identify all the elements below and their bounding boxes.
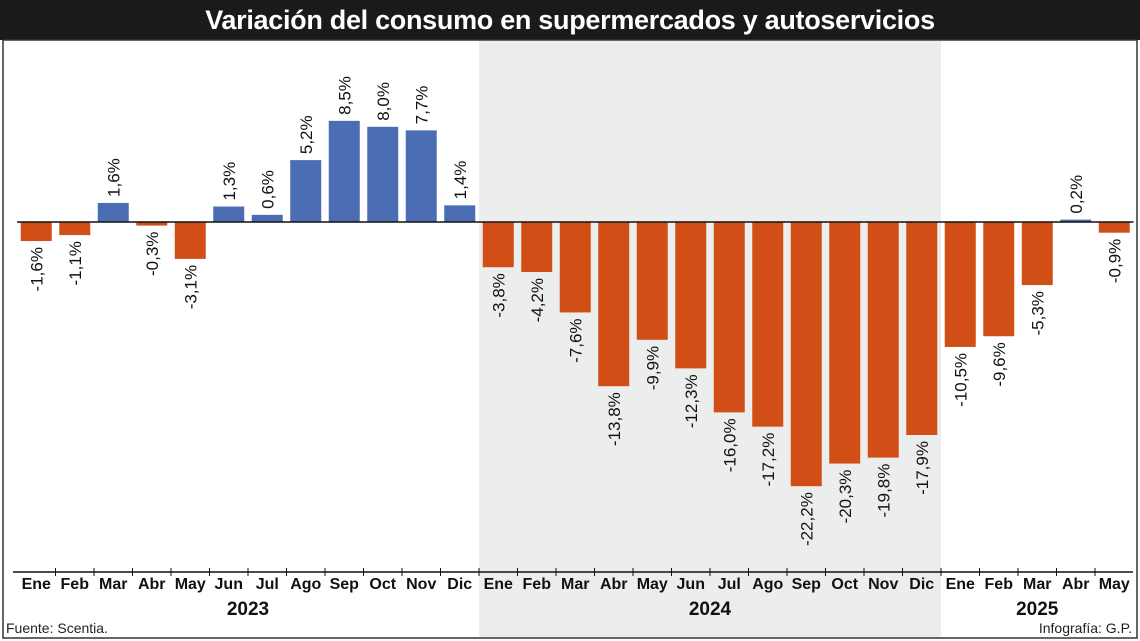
bar bbox=[598, 222, 630, 387]
bar bbox=[328, 120, 360, 222]
month-tick-label: Nov bbox=[868, 576, 898, 593]
data-label: 8,5% bbox=[335, 76, 354, 115]
data-label: -17,9% bbox=[913, 441, 932, 495]
bar bbox=[59, 222, 91, 236]
month-tick-label: Dic bbox=[447, 576, 472, 593]
data-label: -1,1% bbox=[66, 241, 85, 285]
bar bbox=[97, 202, 129, 222]
bar bbox=[1098, 222, 1130, 233]
month-tick-label: Jun bbox=[677, 576, 705, 593]
bar bbox=[983, 222, 1015, 337]
data-label: -12,3% bbox=[682, 374, 701, 428]
data-label: 1,3% bbox=[220, 162, 239, 201]
data-label: -0,9% bbox=[1105, 239, 1124, 283]
bar bbox=[482, 222, 514, 268]
bar bbox=[675, 222, 707, 369]
month-tick-label: Sep bbox=[792, 576, 822, 593]
bar bbox=[290, 160, 322, 222]
month-tick-label: Ene bbox=[22, 576, 51, 593]
bar bbox=[867, 222, 899, 458]
month-tick-label: Oct bbox=[831, 576, 858, 593]
data-label: -4,2% bbox=[528, 278, 547, 322]
bar bbox=[636, 222, 668, 340]
data-label: 7,7% bbox=[412, 86, 431, 125]
data-label: -1,6% bbox=[27, 247, 46, 291]
chart-title: Variación del consumo en supermercados y… bbox=[0, 0, 1140, 40]
bar bbox=[1021, 222, 1053, 286]
data-label: 1,4% bbox=[451, 161, 470, 200]
month-tick-label: Mar bbox=[1023, 576, 1051, 593]
month-tick-label: May bbox=[1099, 576, 1130, 593]
month-tick-label: Jun bbox=[215, 576, 243, 593]
data-label: -17,2% bbox=[759, 433, 778, 487]
month-tick-label: Jul bbox=[718, 576, 741, 593]
bar bbox=[906, 222, 938, 436]
year-label: 2023 bbox=[227, 599, 269, 620]
bar bbox=[20, 222, 52, 242]
data-label: 1,6% bbox=[104, 158, 123, 197]
data-label: -0,3% bbox=[143, 232, 162, 276]
bar bbox=[405, 130, 437, 222]
bar bbox=[829, 222, 861, 464]
data-label: -22,2% bbox=[797, 492, 816, 546]
source-note: Fuente: Scentia. bbox=[6, 620, 108, 636]
data-label: -16,0% bbox=[720, 418, 739, 472]
month-tick-label: Abr bbox=[1062, 576, 1090, 593]
data-label: 8,0% bbox=[374, 82, 393, 121]
month-tick-label: May bbox=[175, 576, 206, 593]
data-label: 5,2% bbox=[297, 115, 316, 154]
data-label: -9,6% bbox=[990, 342, 1009, 386]
bar bbox=[944, 222, 976, 347]
bar bbox=[752, 222, 784, 427]
month-tick-label: Sep bbox=[330, 576, 360, 593]
month-tick-label: Abr bbox=[138, 576, 166, 593]
month-tick-label: Feb bbox=[985, 576, 1014, 593]
year-label: 2025 bbox=[1016, 599, 1059, 620]
data-label: -5,3% bbox=[1028, 291, 1047, 335]
data-label: -10,5% bbox=[951, 353, 970, 407]
data-label: -7,6% bbox=[566, 318, 585, 362]
month-tick-label: Ago bbox=[290, 576, 321, 593]
bar bbox=[136, 222, 168, 226]
month-tick-label: Mar bbox=[99, 576, 127, 593]
month-tick-label: Feb bbox=[523, 576, 552, 593]
month-tick-label: Ene bbox=[946, 576, 975, 593]
bar bbox=[521, 222, 553, 272]
year-label: 2024 bbox=[689, 599, 732, 620]
data-label: 0,6% bbox=[258, 170, 277, 209]
bar bbox=[213, 206, 245, 222]
data-label: -13,8% bbox=[605, 392, 624, 446]
bar bbox=[790, 222, 822, 487]
data-label: -3,8% bbox=[489, 273, 508, 317]
bar bbox=[174, 222, 206, 259]
bar bbox=[367, 126, 399, 222]
data-label: 0,2% bbox=[1067, 175, 1086, 214]
month-tick-label: Dic bbox=[909, 576, 934, 593]
month-tick-label: Ene bbox=[484, 576, 513, 593]
month-tick-label: Jul bbox=[256, 576, 279, 593]
data-label: -9,9% bbox=[643, 346, 662, 390]
bar bbox=[559, 222, 591, 313]
year-band-2024 bbox=[479, 41, 941, 637]
month-tick-label: Oct bbox=[369, 576, 396, 593]
bar bbox=[444, 205, 476, 222]
bar bbox=[251, 214, 283, 222]
credit-note: Infografía: G.P. bbox=[1038, 620, 1132, 636]
month-tick-label: Mar bbox=[561, 576, 589, 593]
month-tick-label: Nov bbox=[406, 576, 436, 593]
bar bbox=[1060, 219, 1092, 222]
month-tick-label: Abr bbox=[600, 576, 628, 593]
month-tick-label: Feb bbox=[61, 576, 90, 593]
data-label: -3,1% bbox=[181, 265, 200, 309]
month-tick-label: Ago bbox=[752, 576, 783, 593]
bar bbox=[713, 222, 745, 413]
data-label: -20,3% bbox=[836, 470, 855, 524]
month-tick-label: May bbox=[637, 576, 668, 593]
data-label: -19,8% bbox=[874, 464, 893, 518]
